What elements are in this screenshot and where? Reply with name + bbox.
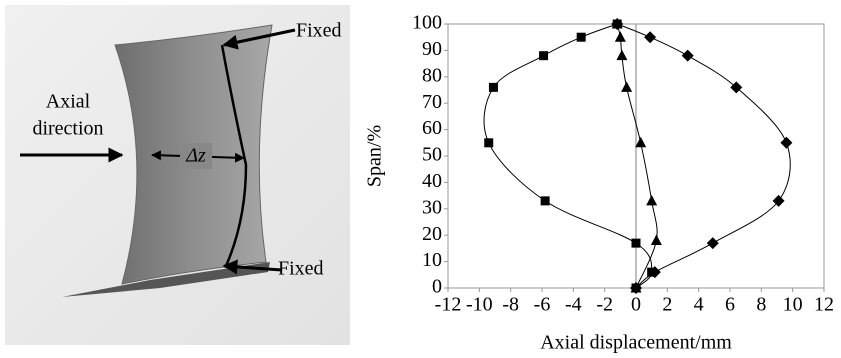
- x-tick-label: -2: [596, 294, 613, 316]
- marker: [646, 195, 657, 206]
- figure: Fixed Fixed Axial direction Δz Axial dis…: [0, 0, 841, 358]
- y-tick-label: 40: [422, 170, 442, 192]
- y-tick-label: 30: [422, 196, 442, 218]
- x-tick-label: 12: [814, 294, 834, 316]
- x-tick-label: -8: [502, 294, 519, 316]
- y-axis-title: Span/%: [364, 125, 386, 187]
- y-tick-label: 60: [422, 117, 442, 139]
- series-line: [617, 24, 657, 288]
- x-tick-label: -12: [435, 294, 462, 316]
- label: direction: [32, 118, 103, 140]
- blade-illustration: Fixed Fixed Axial direction Δz: [5, 5, 350, 345]
- marker: [780, 137, 792, 149]
- marker: [644, 31, 656, 43]
- x-tick-label: -10: [466, 294, 493, 316]
- y-tick-label: 20: [422, 223, 442, 245]
- x-tick-label: 6: [725, 294, 735, 316]
- x-tick-label: 10: [783, 294, 803, 316]
- y-tick-label: 50: [422, 144, 442, 166]
- marker: [616, 50, 627, 61]
- label: Fixed: [278, 258, 324, 280]
- label: Axial: [46, 91, 91, 113]
- chart: Axial displacement/mm Span/% 0 10 20 30 40 50…: [364, 12, 834, 354]
- marker: [541, 196, 550, 205]
- marker: [682, 50, 694, 62]
- label: Δz: [185, 145, 206, 167]
- marker: [651, 234, 662, 245]
- marker: [615, 31, 626, 42]
- x-tick-label: -6: [534, 294, 551, 316]
- marker: [635, 137, 646, 148]
- x-axis-title: Axial displacement/mm: [540, 332, 732, 354]
- x-tick-label: 8: [756, 294, 766, 316]
- marker: [489, 83, 498, 92]
- marker: [621, 81, 632, 92]
- y-tick-label: 80: [422, 64, 442, 86]
- y-tick-label: 10: [422, 249, 442, 271]
- x-tick-label: 4: [694, 294, 704, 316]
- x-tick-label: -4: [565, 294, 582, 316]
- marker: [632, 239, 641, 248]
- x-tick-label: 0: [631, 294, 641, 316]
- marker: [484, 138, 493, 147]
- series-line: [484, 24, 652, 288]
- label: Fixed: [296, 20, 342, 42]
- y-tick-label: 90: [422, 38, 442, 60]
- marker: [577, 33, 586, 42]
- marker: [539, 51, 548, 60]
- marker: [707, 237, 719, 249]
- x-tick-label: 2: [662, 294, 672, 316]
- y-tick-label: 100: [412, 12, 442, 34]
- y-tick-label: 70: [422, 91, 442, 113]
